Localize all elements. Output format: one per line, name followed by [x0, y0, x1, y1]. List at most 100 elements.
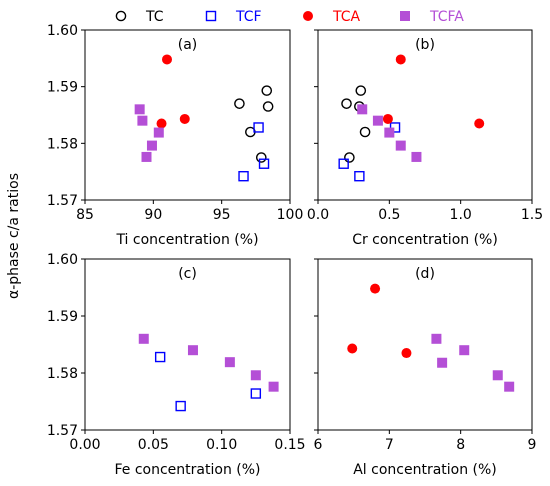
y-tick-label: 1.60 — [47, 252, 78, 268]
data-point-tcfa — [224, 357, 235, 368]
data-point-tcfa — [357, 104, 368, 115]
data-point-tcfa — [268, 381, 279, 392]
legend-marker-tcf — [205, 10, 217, 22]
x-tick-label: 8 — [456, 437, 465, 453]
data-point-tcf — [238, 170, 249, 182]
panel-c: 0.00 0.05 0.10 0.15 1.57 1.58 1.59 1.60 Fe conce… — [47, 252, 306, 478]
data-point-tcfa — [437, 357, 448, 368]
data-point-tcf — [253, 122, 264, 133]
x-axis-label: Al concentration (%) — [353, 462, 497, 478]
y-tick-label: 1.60 — [47, 23, 78, 39]
plot-frame — [84, 258, 291, 431]
data-point-tcfa — [146, 140, 157, 151]
y-tick-label: 1.57 — [47, 193, 78, 209]
panel-a: 85 90 95 100 1.57 1.58 1.59 1.60 Ti concentratio… — [47, 23, 304, 248]
data-point-tca — [382, 113, 393, 124]
x-tick-label: 0.10 — [206, 437, 237, 453]
data-point-tc — [234, 98, 245, 109]
data-point-tcf — [354, 170, 365, 182]
data-point-tca — [370, 283, 381, 294]
data-point-tc — [261, 85, 273, 96]
data-point-tcfa — [134, 104, 145, 115]
legend-item-tcf: TCF — [205, 9, 262, 25]
x-axis-label: Ti concentration (%) — [115, 232, 258, 248]
data-point-tcfa — [141, 151, 152, 162]
data-point-tcf — [389, 122, 401, 133]
data-point-tcf — [338, 158, 349, 169]
panel-d: 6 7 8 9 Al concentration (%) (d) — [314, 258, 537, 478]
x-tick-label: 0.05 — [138, 437, 169, 453]
plot-frame — [84, 29, 291, 201]
legend-label-tca: TCA — [332, 9, 361, 25]
x-tick-label: 0.00 — [69, 437, 100, 453]
x-tick-label: 95 — [213, 207, 231, 223]
x-tick-label: 90 — [144, 207, 162, 223]
plot-frame — [317, 258, 533, 431]
panels: 85 90 95 100 1.57 1.58 1.5 9 1.60 Ti concentratio… — [47, 23, 543, 478]
series-tcfa — [138, 333, 279, 392]
x-tick-label: 100 — [277, 207, 304, 223]
series-tcf — [154, 351, 262, 412]
series-tcfa — [134, 104, 164, 162]
x-tick-label: 1.0 — [450, 207, 472, 223]
y-tick-label: 1.58 — [47, 366, 78, 382]
x-tick-label: 1.5 — [521, 207, 543, 223]
plot-frame — [317, 29, 533, 201]
series-tcfa — [357, 104, 422, 162]
data-point-tc — [255, 152, 267, 163]
data-point-tcfa — [137, 115, 148, 126]
series-tca — [347, 283, 412, 359]
data-point-tc — [341, 98, 352, 109]
legend-label-tcf: TCF — [235, 9, 262, 25]
legend-marker-tca — [303, 11, 313, 21]
legend-item-tca: TCA — [303, 9, 361, 25]
legend-label-tc: TC — [145, 9, 164, 25]
legend-label-tcfa: TCFA — [429, 9, 464, 25]
shared-y-axis-label: α-phase c/a ratios — [6, 173, 22, 299]
panel-label: (b) — [415, 37, 435, 53]
data-point-tca — [395, 54, 406, 65]
series-tca — [156, 54, 190, 129]
data-point-tca — [156, 118, 167, 129]
data-point-tca — [162, 54, 172, 65]
data-point-tcfa — [153, 127, 164, 138]
legend-marker-tcfa — [400, 11, 410, 21]
data-point-tcf — [258, 158, 270, 169]
x-tick-label: 0.5 — [378, 207, 400, 223]
x-tick-label: 0.15 — [274, 437, 305, 453]
panel-label: (c) — [178, 266, 197, 282]
x-tick-label: 0.0 — [307, 207, 329, 223]
data-point-tcfa — [250, 370, 261, 381]
data-point-tc — [359, 126, 371, 138]
data-point-tcf — [154, 351, 166, 363]
data-point-tcfa — [187, 345, 198, 356]
data-point-tca — [401, 348, 412, 359]
data-point-tcfa — [384, 127, 395, 138]
data-point-tcfa — [395, 140, 406, 151]
data-point-tcf — [175, 400, 186, 412]
series-tcf — [238, 122, 270, 182]
data-point-tcfa — [138, 333, 149, 344]
legend-item-tc: TC — [115, 9, 164, 25]
legend-marker-tc — [115, 10, 127, 22]
series-tc — [341, 85, 371, 163]
x-tick-label: 9 — [528, 437, 537, 453]
data-point-tca — [347, 343, 358, 354]
y-tick-label: 1.58 — [47, 136, 78, 152]
data-point-tcfa — [372, 115, 383, 126]
data-point-tca — [179, 113, 190, 124]
legend: TC TCF TCA TCFA — [115, 9, 464, 25]
x-axis-label: Cr concentration (%) — [352, 232, 498, 248]
x-tick-label: 6 — [314, 437, 323, 453]
series-tca — [382, 54, 485, 129]
legend-item-tcfa: TCFA — [400, 9, 464, 25]
panel-label: (a) — [178, 37, 198, 53]
panel-label: (d) — [415, 266, 435, 282]
series-tcf — [338, 122, 401, 182]
data-point-tc — [262, 101, 274, 112]
data-point-tc — [344, 152, 355, 163]
x-tick-label: 85 — [76, 207, 94, 223]
data-point-tcfa — [411, 151, 422, 162]
data-point-tcfa — [492, 370, 503, 381]
